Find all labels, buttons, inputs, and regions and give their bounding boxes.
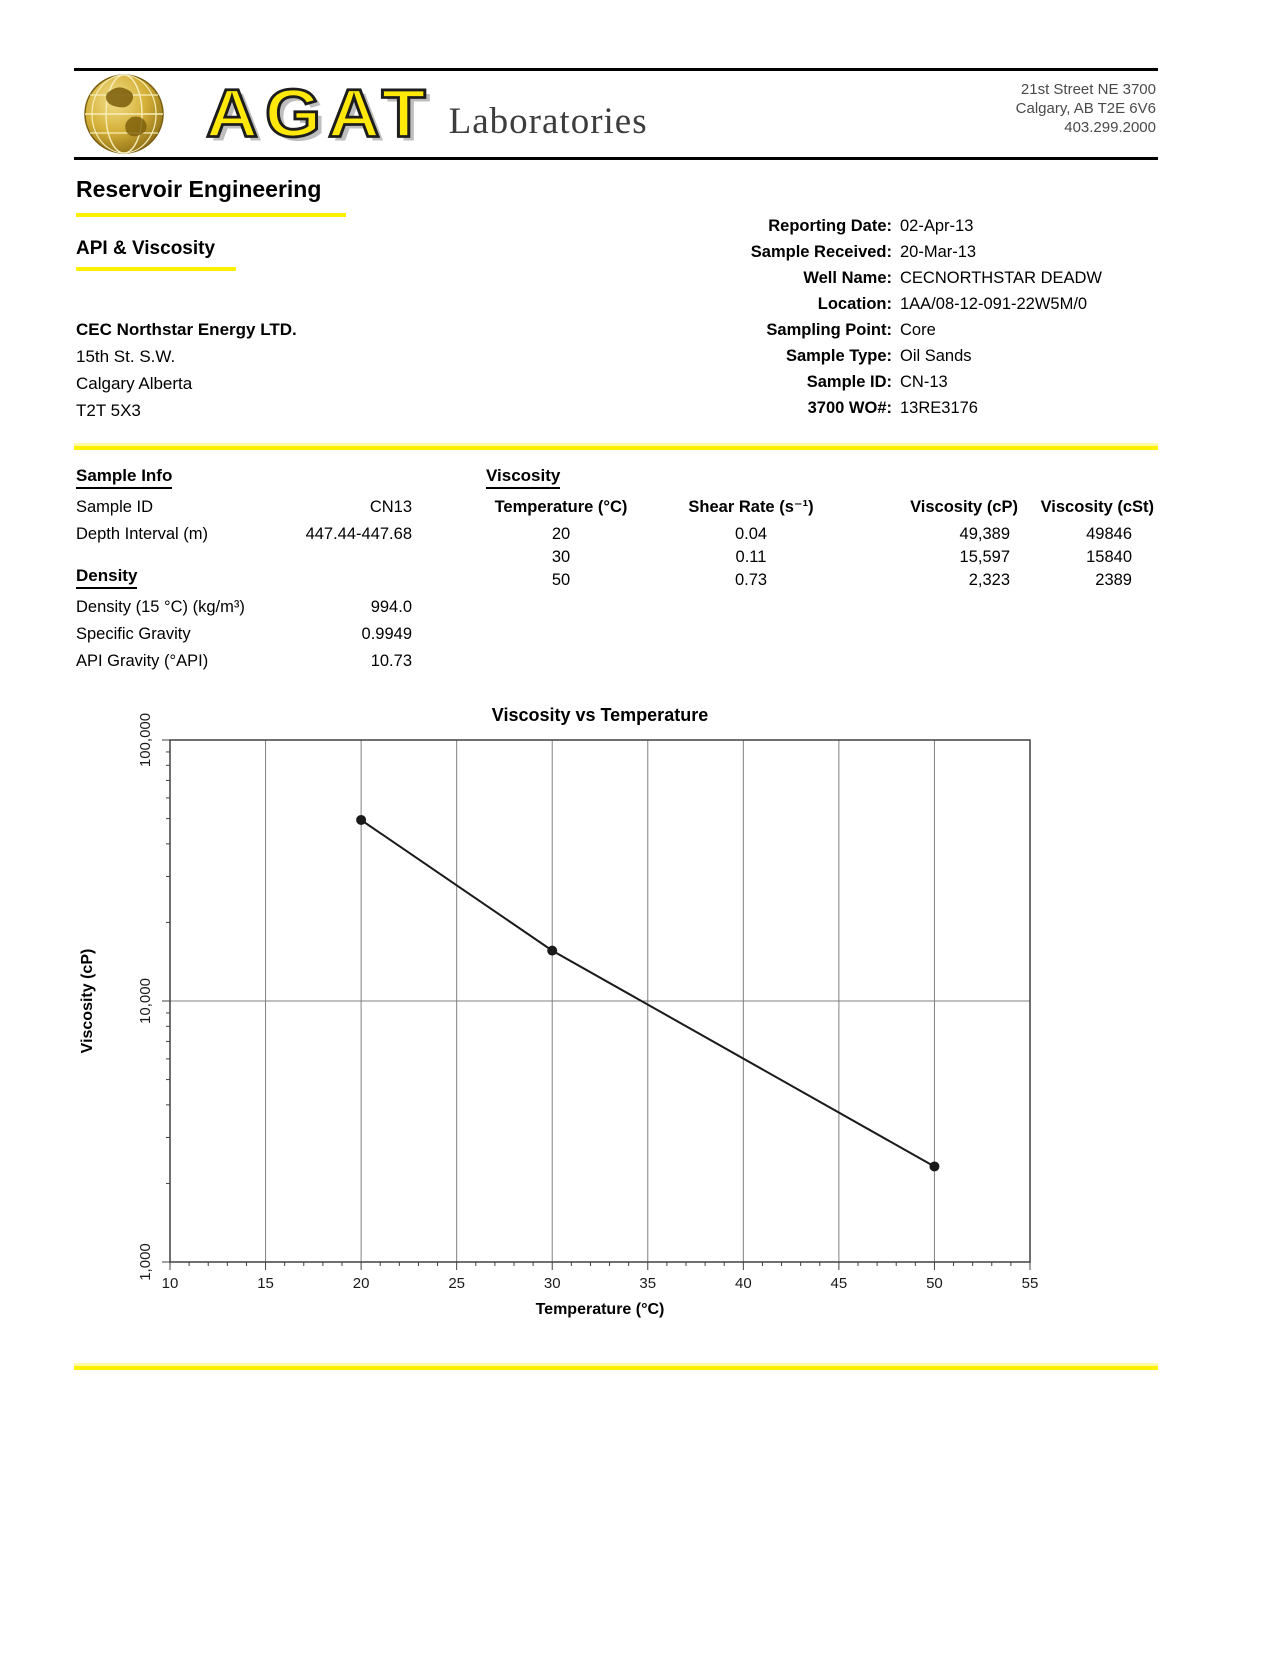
density-section: Density Density (15 °C) (kg/m³) 994.0 Sp… [76,566,420,675]
chart-x-tick-label: 40 [735,1275,752,1292]
table-row: 50 0.73 2,323 2389 [486,569,1158,592]
chart-y-tick-label: 10,000 [137,978,154,1024]
table-row: 30 0.11 15,597 15840 [486,546,1158,569]
meta-value: CN-13 [900,373,948,391]
chart-x-tick-label: 35 [639,1275,656,1292]
viscosity-chart: Viscosity vs Temperature 10 15 20 25 30 35 40 4… [74,700,1158,1346]
chart-x-tick-label: 20 [353,1275,370,1292]
chart-x-tick-label: 15 [257,1275,274,1292]
cell-viscosity-cst: 15840 [1086,548,1132,566]
cell-viscosity-cp: 49,389 [959,525,1010,543]
viscosity-table: Temperature (°C) Shear Rate (s⁻¹) Viscos… [486,494,1158,592]
chart-y-tick-label: 100,000 [137,713,154,767]
divider-top [74,446,1158,450]
address-line: 403.299.2000 [1064,119,1156,136]
info-label: Density (15 °C) (kg/m³) [76,598,245,616]
meta-label: Sample Type: [785,347,892,365]
viscosity-section: Viscosity Temperature (°C) Shear Rate (s… [486,466,1158,592]
cell-viscosity-cp: 2,323 [968,571,1010,589]
cell-viscosity-cp: 15,597 [959,548,1010,566]
info-value: 994.0 [370,598,412,616]
chart-x-tick-label: 10 [162,1275,179,1292]
divider-bottom [74,1366,1158,1370]
meta-value: Oil Sands [900,347,972,365]
globe-icon [84,74,164,154]
info-label: API Gravity (°API) [76,652,209,670]
meta-value: 1AA/08-12-091-22W5M/0 [900,295,1088,313]
chart-x-tick-label: 50 [926,1275,943,1292]
chart-data-point [356,814,367,825]
meta-value: 02-Apr-13 [900,217,974,235]
chart-title: Viscosity vs Temperature [491,705,709,725]
report-title: API & Viscosity [76,238,216,259]
info-label: Specific Gravity [76,625,191,643]
sample-info-rows: Sample ID CN13 Depth Interval (m) 447.44… [76,494,420,548]
client-name: CEC Northstar Energy LTD. [76,320,297,339]
cell-temperature: 20 [551,525,571,543]
section-title-underline [76,213,346,217]
info-label: Depth Interval (m) [76,525,209,543]
density-heading: Density [76,566,138,589]
brand-subtitle: Laboratories [448,100,648,142]
chart-x-axis-title: Temperature (°C) [536,1301,665,1318]
info-label: Sample ID [76,498,154,516]
client-address: CEC Northstar Energy LTD. 15th St. S.W. … [76,316,297,424]
meta-label: Reporting Date: [768,217,892,235]
meta-label: Well Name: [803,269,892,287]
address-line: 21st Street NE 3700 [1020,81,1156,98]
client-address-line: Calgary Alberta [76,374,193,393]
header: AGAT Laboratories 21st Street NE 3700 Ca… [74,68,1158,160]
chart-x-tick-label: 45 [831,1275,848,1292]
chart-y-axis-title: Viscosity (cP) [79,949,96,1054]
meta-value: CECNORTHSTAR DEADW [900,269,1102,287]
col-header-shear-rate: Shear Rate (s⁻¹) [688,498,814,516]
cell-temperature: 50 [551,571,571,589]
lab-address: 21st Street NE 3700 Calgary, AB T2E 6V6 … [1016,80,1156,137]
chart-data-point [929,1161,940,1172]
section-title: Reservoir Engineering [76,176,322,202]
viscosity-heading: Viscosity [486,466,561,489]
meta-label: Location: [817,295,892,313]
report-meta: Reporting Date: 02-Apr-13 Sample Receive… [630,214,1158,421]
chart-x-tick-label: 30 [544,1275,561,1292]
report-title-underline [76,267,236,271]
sample-info-heading: Sample Info [76,466,173,489]
chart-y-tick-label: 1,000 [137,1243,154,1281]
chart-plot: 10 15 20 25 30 35 40 45 50 55 1,000 10,000 100,000 Te… [79,713,1039,1318]
cell-viscosity-cst: 49846 [1086,525,1132,543]
meta-label: Sampling Point: [766,321,892,339]
sample-info-section: Sample Info Sample ID CN13 Depth Interva… [76,466,420,548]
info-value: 10.73 [370,652,412,670]
cell-shear-rate: 0.11 [735,548,767,566]
meta-value: 13RE3176 [900,399,978,417]
agat-logo: AGAT Laboratories [74,71,648,157]
meta-value: Core [900,321,936,339]
cell-shear-rate: 0.04 [734,525,768,543]
chart-data-point [547,945,558,956]
info-value: 447.44-447.68 [305,525,412,543]
col-header-viscosity-cst: Viscosity (cSt) [1040,497,1154,516]
table-header-row: Temperature (°C) Shear Rate (s⁻¹) Viscos… [486,494,1158,523]
col-header-viscosity-cp: Viscosity (cP) [910,497,1018,516]
meta-label: Sample ID: [806,373,892,391]
info-value: CN13 [369,498,412,516]
col-header-temperature: Temperature (°C) [494,497,628,516]
cell-viscosity-cst: 2389 [1095,571,1132,589]
chart-x-tick-label: 25 [448,1275,465,1292]
cell-shear-rate: 0.73 [734,571,768,589]
client-address-line: 15th St. S.W. [76,347,176,366]
info-value: 0.9949 [361,625,412,643]
brand-text: AGAT [205,76,433,152]
client-address-line: T2T 5X3 [76,401,141,420]
meta-value: 20-Mar-13 [900,243,977,261]
cell-temperature: 30 [551,548,571,566]
chart-x-tick-label: 55 [1022,1275,1039,1292]
meta-label: 3700 WO#: [807,399,892,417]
table-row: 20 0.04 49,389 49846 [486,523,1158,546]
density-rows: Density (15 °C) (kg/m³) 994.0 Specific G… [76,594,420,675]
address-line: Calgary, AB T2E 6V6 [1015,100,1156,117]
meta-label: Sample Received: [750,243,892,261]
